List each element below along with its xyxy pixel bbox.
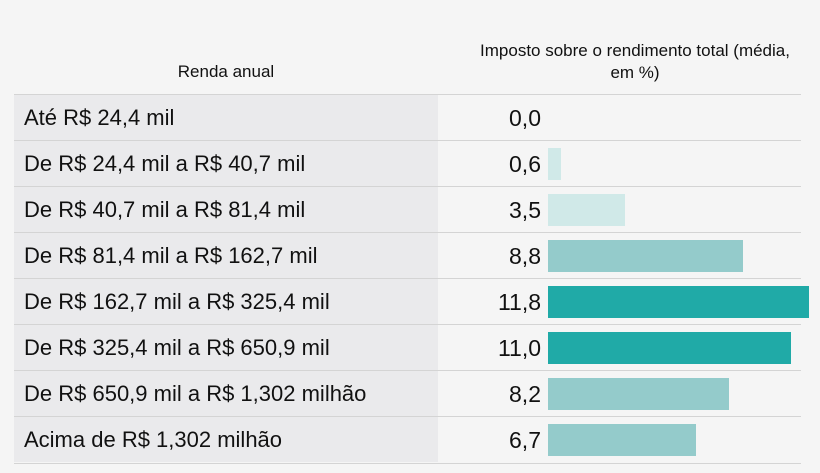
value-label: 11,8 [497, 289, 541, 315]
table-row: De R$ 81,4 mil a R$ 162,7 mil 8,8 [14, 232, 801, 279]
category-label: De R$ 24,4 mil a R$ 40,7 mil [24, 151, 306, 176]
bar [548, 194, 626, 226]
category-label: Acima de R$ 1,302 milhão [24, 427, 283, 452]
value-label: 8,2 [509, 381, 541, 407]
value-label: 0,0 [509, 105, 541, 131]
value-label: 8,8 [509, 243, 541, 269]
table-row: De R$ 650,9 mil a R$ 1,302 milhão 8,2 [14, 370, 801, 417]
table-row: Até R$ 24,4 mil 0,0 [14, 94, 801, 141]
category-header: Renda anual [177, 62, 275, 81]
category-label: Até R$ 24,4 mil [24, 105, 175, 130]
table-row: De R$ 325,4 mil a R$ 650,9 mil 11,0 [14, 324, 801, 371]
value-label: 3,5 [509, 197, 541, 223]
bar [548, 424, 697, 456]
value-label: 0,6 [509, 151, 541, 177]
value-header: Imposto sobre o rendimento total (média,… [480, 41, 790, 82]
bar [548, 286, 809, 318]
table-row: Acima de R$ 1,302 milhão 6,7 [14, 416, 801, 464]
value-label: 6,7 [509, 427, 541, 453]
category-label: De R$ 40,7 mil a R$ 81,4 mil [24, 197, 306, 222]
bar [548, 240, 743, 272]
bar [548, 378, 730, 410]
category-label: De R$ 81,4 mil a R$ 162,7 mil [24, 243, 318, 268]
bar [548, 332, 792, 364]
category-label: De R$ 162,7 mil a R$ 325,4 mil [24, 289, 330, 314]
value-label: 11,0 [497, 335, 541, 361]
bar [548, 148, 562, 180]
table-row: De R$ 162,7 mil a R$ 325,4 mil 11,8 [14, 278, 809, 325]
category-label: De R$ 650,9 mil a R$ 1,302 milhão [24, 381, 367, 406]
table-row: De R$ 40,7 mil a R$ 81,4 mil 3,5 [14, 186, 801, 233]
table-row: De R$ 24,4 mil a R$ 40,7 mil 0,6 [14, 140, 801, 187]
category-label: De R$ 325,4 mil a R$ 650,9 mil [24, 335, 330, 360]
